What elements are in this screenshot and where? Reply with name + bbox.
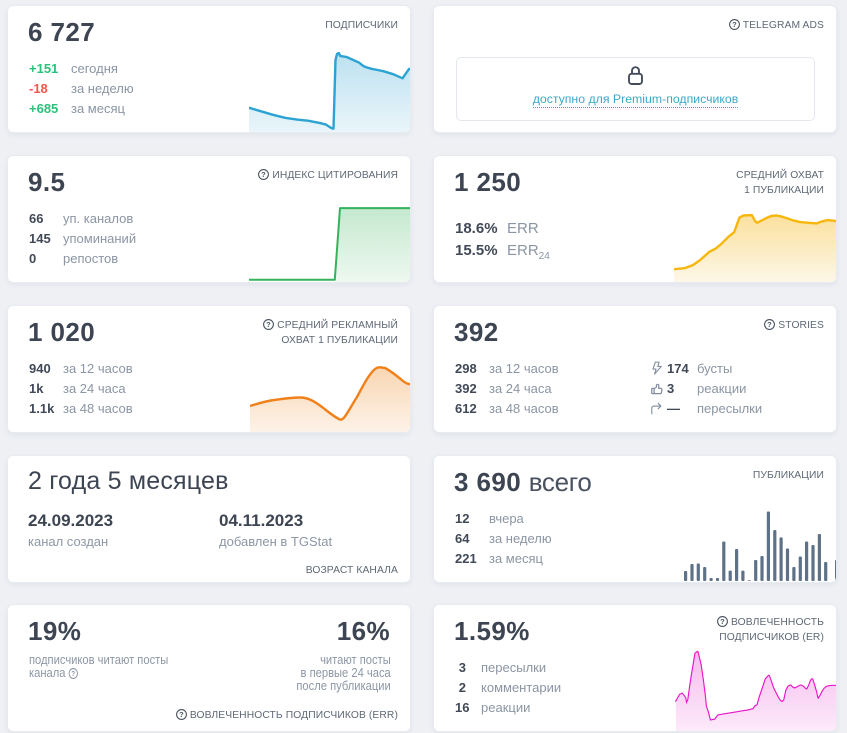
svg-text:?: ? <box>720 617 725 626</box>
svg-text:?: ? <box>767 320 772 329</box>
svg-text:?: ? <box>266 320 271 329</box>
svg-text:?: ? <box>261 170 266 179</box>
svg-text:?: ? <box>179 710 184 719</box>
svg-text:?: ? <box>732 20 737 29</box>
svg-text:?: ? <box>71 671 75 679</box>
